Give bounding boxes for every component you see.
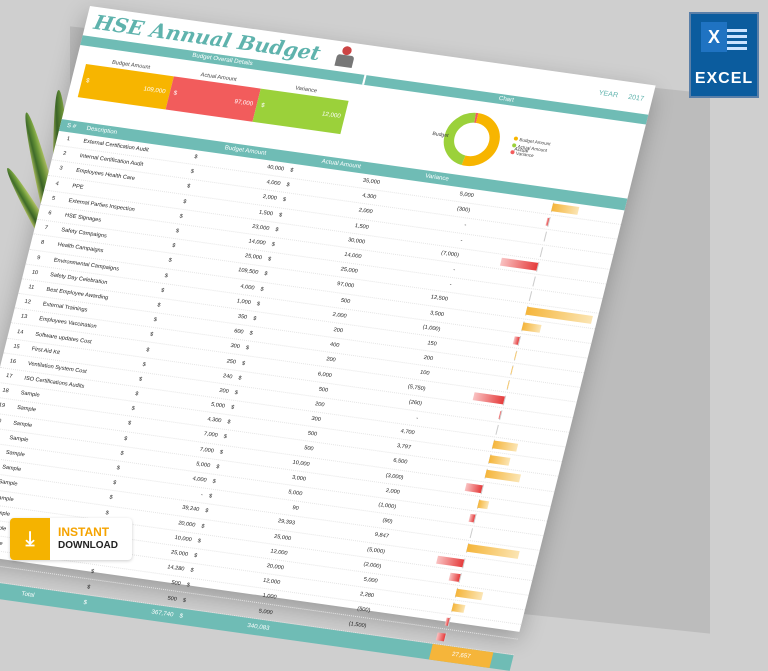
row-number: 7 — [43, 225, 49, 232]
donut-actual-slice — [443, 112, 500, 166]
variance-bar-negative — [473, 391, 506, 404]
budget-sheet: HSE Annual Budget YEAR 2017 Budget Overa… — [0, 6, 656, 671]
row-number: 9 — [36, 254, 41, 262]
row-number: 15 — [12, 343, 21, 351]
donut-label-budget: Budget — [431, 130, 450, 140]
download-icon: ⤓ — [10, 518, 50, 560]
row-number: 11 — [27, 284, 35, 291]
row-number: 6 — [47, 210, 53, 217]
overall-details: Budget Amount Actual Amount Variance $10… — [63, 51, 645, 195]
variance-bar-positive — [507, 381, 510, 390]
variance-bar-positive — [514, 351, 518, 360]
row-number: 12 — [23, 298, 32, 306]
variance-bar-positive — [510, 366, 514, 375]
variance-bar-positive — [455, 588, 484, 601]
row-number: 4 — [54, 180, 60, 187]
donut-chart: Budget Actual Budget Amount Actual Amoun… — [346, 91, 645, 195]
year-label: YEAR — [597, 89, 619, 99]
row-number: 18 — [1, 387, 10, 395]
row-number: 14 — [16, 328, 25, 336]
variance-bar-positive — [484, 470, 522, 483]
variance-bar-positive — [477, 499, 490, 510]
variance-bar-negative — [448, 572, 461, 582]
row-number: 3 — [58, 165, 64, 173]
variance-bar-negative — [500, 257, 539, 271]
download-line2: DOWNLOAD — [58, 540, 118, 551]
variance-bar-positive — [551, 203, 580, 215]
variance-bar-negative — [464, 482, 484, 493]
excel-x-icon: X — [701, 22, 727, 52]
year-value[interactable]: 2017 — [627, 93, 645, 103]
variance-bar-negative — [436, 555, 465, 567]
donut-svg — [443, 112, 500, 166]
sheet-wrapper: HSE Annual Budget YEAR 2017 Budget Overa… — [0, 6, 730, 671]
row-number: 17 — [5, 373, 13, 380]
row-number: 2 — [62, 151, 67, 158]
row-number: 16 — [8, 358, 17, 365]
variance-bar-positive — [451, 603, 466, 614]
row-number: 10 — [31, 269, 39, 277]
header-sno[interactable]: S # — [66, 123, 77, 131]
worker-icon — [326, 44, 366, 70]
variance-bar-positive — [492, 440, 519, 452]
instant-download-badge[interactable]: ⤓ INSTANT DOWNLOAD — [10, 518, 132, 560]
download-line1: INSTANT — [58, 525, 110, 539]
excel-lines-icon — [727, 26, 747, 50]
variance-bar-positive — [488, 455, 511, 467]
row-number: 1 — [65, 136, 71, 143]
row-number: 8 — [40, 239, 45, 247]
budget-rows: 1 External Certification Audit $40,000 $… — [0, 130, 625, 655]
excel-badge: X EXCEL — [689, 12, 759, 98]
row-number: 5 — [51, 195, 56, 202]
variance-bar-positive — [521, 322, 542, 333]
excel-label: EXCEL — [694, 70, 754, 87]
donut-variance-slice — [443, 112, 500, 166]
row-number: 13 — [20, 313, 28, 321]
